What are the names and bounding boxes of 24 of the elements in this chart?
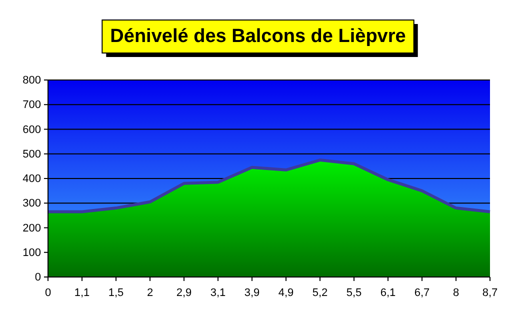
x-tick-label: 3,9 [244, 287, 260, 300]
y-tick-label: 100 [22, 246, 41, 259]
x-tick-label: 3,1 [210, 287, 226, 300]
x-tick-label: 6,1 [380, 287, 396, 300]
x-tick-label: 8 [452, 287, 460, 300]
y-tick-label: 500 [22, 148, 41, 160]
x-tick-label: 4,9 [278, 287, 294, 300]
x-tick-label: 5,5 [346, 287, 362, 300]
x-tick-label: 2,9 [176, 287, 192, 300]
y-tick-label: 200 [22, 222, 41, 234]
chart-title: Dénivelé des Balcons de Lièpvre [110, 26, 406, 47]
y-tick-label: 400 [22, 173, 41, 186]
y-tick-label: 700 [22, 99, 41, 112]
x-tick-label: 1,1 [74, 287, 90, 300]
x-tick-label: 8,7 [482, 287, 498, 300]
y-tick-label: 600 [22, 124, 41, 136]
y-tick-label: 300 [22, 198, 41, 210]
x-tick-label: 5,2 [312, 287, 328, 300]
y-tick-label: 0 [34, 272, 41, 284]
x-tick-label: 6,7 [414, 287, 430, 300]
x-tick-label: 2 [146, 287, 154, 300]
y-tick-label: 800 [22, 74, 41, 87]
x-tick-label: 1,5 [108, 287, 124, 300]
x-tick-label: 0 [44, 287, 52, 300]
